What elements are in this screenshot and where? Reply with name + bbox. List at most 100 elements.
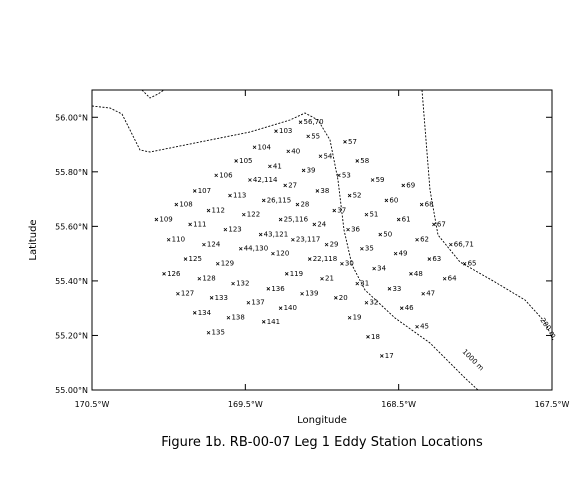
x-tick-label: 168.5°W xyxy=(381,400,416,409)
station-marker xyxy=(215,261,220,266)
station-label: 32 xyxy=(369,299,378,307)
station-label: 26,115 xyxy=(267,196,292,204)
station-label: 24 xyxy=(317,220,326,228)
station-label: 33 xyxy=(392,285,401,293)
station-label: 51 xyxy=(369,211,378,219)
station-label: 139 xyxy=(305,290,318,298)
station-marker xyxy=(370,178,375,182)
station-marker xyxy=(355,281,360,286)
x-tick-label: 169.5°W xyxy=(228,400,263,409)
station-marker xyxy=(332,208,337,213)
station-marker xyxy=(284,272,289,276)
station-label: 37 xyxy=(337,207,346,215)
station-label: 46 xyxy=(405,304,414,312)
station-label: 108 xyxy=(179,201,192,209)
station-marker xyxy=(176,291,180,296)
station-label: 20 xyxy=(339,294,348,302)
station-label: 22,118 xyxy=(313,255,338,263)
island-coast xyxy=(141,89,165,99)
station-marker xyxy=(271,251,275,256)
station-label: 21 xyxy=(325,275,334,283)
station-label: 18 xyxy=(371,333,380,341)
station-marker xyxy=(286,149,291,154)
station-label: 41 xyxy=(273,162,282,170)
station-marker xyxy=(415,237,419,242)
station-marker xyxy=(415,324,419,329)
station-label: 129 xyxy=(221,260,234,268)
station-marker xyxy=(228,193,232,198)
station-label: 58 xyxy=(360,157,369,165)
x-axis-label: Longitude xyxy=(297,415,347,426)
station-marker xyxy=(188,222,192,227)
station-marker xyxy=(346,227,350,232)
station-label: 128 xyxy=(202,275,215,283)
station-label: 19 xyxy=(353,314,362,322)
station-label: 125 xyxy=(189,255,202,263)
plot-frame xyxy=(91,89,553,391)
station-label: 66,71 xyxy=(454,241,474,249)
station-marker xyxy=(246,300,251,305)
station-marker xyxy=(320,276,324,281)
station-marker xyxy=(364,212,369,217)
y-axis-label: Latitude xyxy=(28,219,39,260)
station-marker xyxy=(318,154,323,159)
station-marker xyxy=(206,208,211,213)
station-marker xyxy=(301,168,306,173)
station-marker xyxy=(266,287,271,291)
station-label: 120 xyxy=(276,250,289,258)
station-marker xyxy=(295,202,300,207)
station-marker xyxy=(334,296,338,300)
station-marker xyxy=(174,202,179,207)
station-label: 123 xyxy=(228,226,241,234)
x-tick-label: 170.5°W xyxy=(75,400,110,409)
y-tick-label: 55.40°N xyxy=(55,277,88,286)
station-marker xyxy=(214,173,218,178)
station-marker xyxy=(206,330,211,335)
station-label: 35 xyxy=(365,245,374,253)
station-marker xyxy=(291,237,295,242)
station-label: 56,70 xyxy=(304,118,324,126)
station-label: 141 xyxy=(267,318,280,326)
station-marker xyxy=(242,212,246,217)
station-label: 122 xyxy=(247,211,260,219)
station-label: 48 xyxy=(414,270,423,278)
station-label: 65 xyxy=(468,260,477,268)
station-label: 124 xyxy=(207,241,221,249)
station-marker xyxy=(399,306,404,310)
y-tick-label: 55.00°N xyxy=(55,386,88,395)
station-marker xyxy=(442,276,447,281)
station-label: 138 xyxy=(231,314,244,322)
station-label: 140 xyxy=(284,304,297,312)
station-label: 106 xyxy=(219,171,233,179)
station-marker xyxy=(380,354,384,358)
station-marker xyxy=(421,291,425,296)
station-marker xyxy=(192,189,197,193)
station-marker xyxy=(462,261,467,266)
y-tick-label: 55.80°N xyxy=(55,168,88,177)
station-marker xyxy=(209,296,214,300)
station-marker xyxy=(312,222,317,227)
y-tick-label: 56.00°N xyxy=(55,113,88,122)
station-marker xyxy=(283,183,287,188)
station-label: 57 xyxy=(348,138,357,146)
station-label: 136 xyxy=(271,285,285,293)
station-label: 55 xyxy=(311,132,320,140)
station-label: 17 xyxy=(385,352,394,360)
y-tick-label: 55.60°N xyxy=(55,222,88,231)
station-label: 105 xyxy=(239,157,252,165)
station-marker xyxy=(347,315,352,320)
station-marker xyxy=(324,242,329,247)
station-marker xyxy=(306,134,310,139)
station-label: 126 xyxy=(167,270,181,278)
station-marker xyxy=(162,272,166,276)
station-label: 39 xyxy=(307,166,316,174)
station-marker xyxy=(252,145,257,150)
station-label: 29 xyxy=(330,241,339,249)
station-marker xyxy=(432,222,436,227)
station-marker xyxy=(401,183,406,188)
station-marker xyxy=(387,287,392,291)
station-marker xyxy=(278,306,283,310)
station-marker xyxy=(223,227,228,232)
station-label: 38 xyxy=(320,187,329,195)
